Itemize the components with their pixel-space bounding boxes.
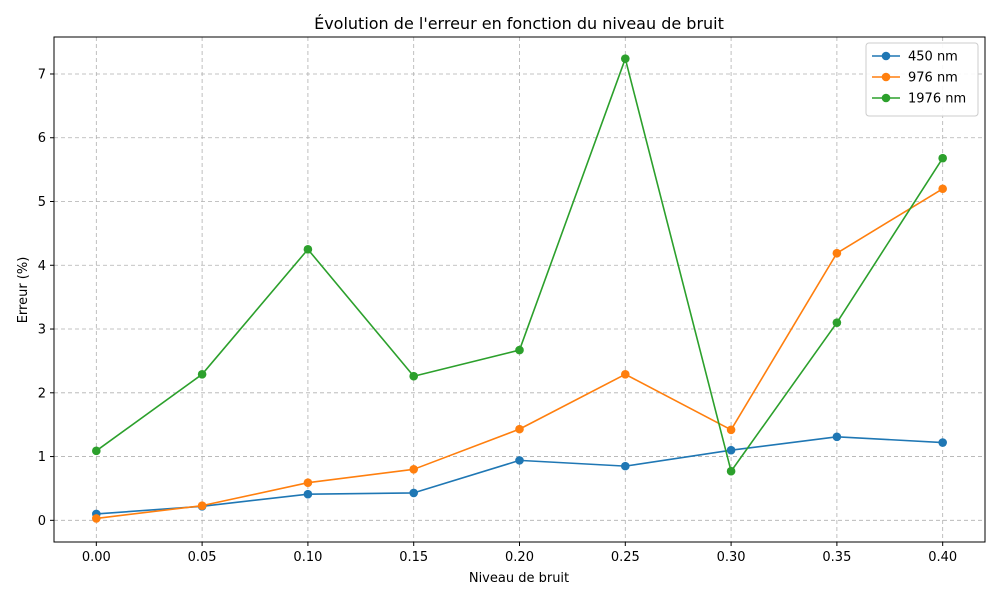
y-tick-label: 3 xyxy=(38,323,46,338)
data-point-1976-nm xyxy=(409,371,419,381)
data-point-450-nm xyxy=(515,456,524,465)
data-point-976-nm xyxy=(197,501,207,510)
data-point-1976-nm xyxy=(726,466,736,476)
grid xyxy=(54,37,985,542)
data-point-450-nm xyxy=(832,432,842,442)
data-point-976-nm xyxy=(92,514,101,523)
chart-title: Évolution de l'erreur en fonction du niv… xyxy=(314,14,724,33)
data-point-450-nm xyxy=(726,445,736,455)
data-point-976-nm xyxy=(515,424,524,434)
legend-label-1976-nm: 1976 nm xyxy=(908,92,966,107)
y-tick-label: 7 xyxy=(38,67,46,82)
y-axis-label: Erreur (%) xyxy=(16,257,31,324)
series-976-nm xyxy=(92,184,947,523)
legend-marker-1976-nm xyxy=(881,93,891,103)
data-point-1976-nm xyxy=(515,345,524,355)
y-tick-label: 5 xyxy=(38,195,46,210)
y-tick-label: 0 xyxy=(38,514,46,529)
data-point-976-nm xyxy=(832,248,842,258)
series-450-nm xyxy=(92,432,947,519)
y-tick-label: 6 xyxy=(38,131,46,146)
data-point-976-nm xyxy=(620,370,630,379)
x-tick-label: 0.30 xyxy=(717,550,746,565)
legend-marker-976-nm xyxy=(881,72,891,82)
data-point-450-nm xyxy=(938,438,947,447)
data-point-1976-nm xyxy=(620,54,630,63)
series-lines xyxy=(92,54,947,523)
x-tick-label: 0.00 xyxy=(82,550,111,565)
data-point-976-nm xyxy=(409,465,419,474)
x-tick-label: 0.15 xyxy=(399,550,428,565)
x-tick-label: 0.10 xyxy=(293,550,322,565)
axis-ticks: 0.00 0.05 0.10 0.15 0.20 0.25 0.30 0.35 0.40 0 1 2 3… xyxy=(38,67,957,565)
x-tick-label: 0.05 xyxy=(188,550,217,565)
data-point-976-nm xyxy=(938,184,947,194)
x-tick-label: 0.35 xyxy=(822,550,851,565)
data-point-1976-nm xyxy=(197,370,207,379)
data-point-450-nm xyxy=(303,489,313,499)
data-point-976-nm xyxy=(726,425,736,435)
legend-marker-450-nm xyxy=(881,51,891,61)
y-tick-label: 4 xyxy=(38,259,46,274)
series-1976-nm xyxy=(92,54,947,476)
y-tick-label: 2 xyxy=(38,386,46,401)
x-tick-label: 0.20 xyxy=(505,550,534,565)
x-tick-label: 0.25 xyxy=(611,550,640,565)
data-point-450-nm xyxy=(620,461,630,471)
x-axis-label: Niveau de bruit xyxy=(469,571,569,586)
data-point-1976-nm xyxy=(303,245,313,254)
data-point-1976-nm xyxy=(92,446,101,456)
legend-label-976-nm: 976 nm xyxy=(908,71,958,86)
data-point-450-nm xyxy=(409,488,419,498)
x-tick-label: 0.40 xyxy=(928,550,957,565)
y-tick-label: 1 xyxy=(38,450,46,465)
legend-label-450-nm: 450 nm xyxy=(908,50,958,65)
data-point-1976-nm xyxy=(938,153,947,163)
data-point-1976-nm xyxy=(832,318,842,327)
data-point-976-nm xyxy=(303,478,313,488)
legend: 450 nm 976 nm 1976 nm xyxy=(865,42,979,117)
